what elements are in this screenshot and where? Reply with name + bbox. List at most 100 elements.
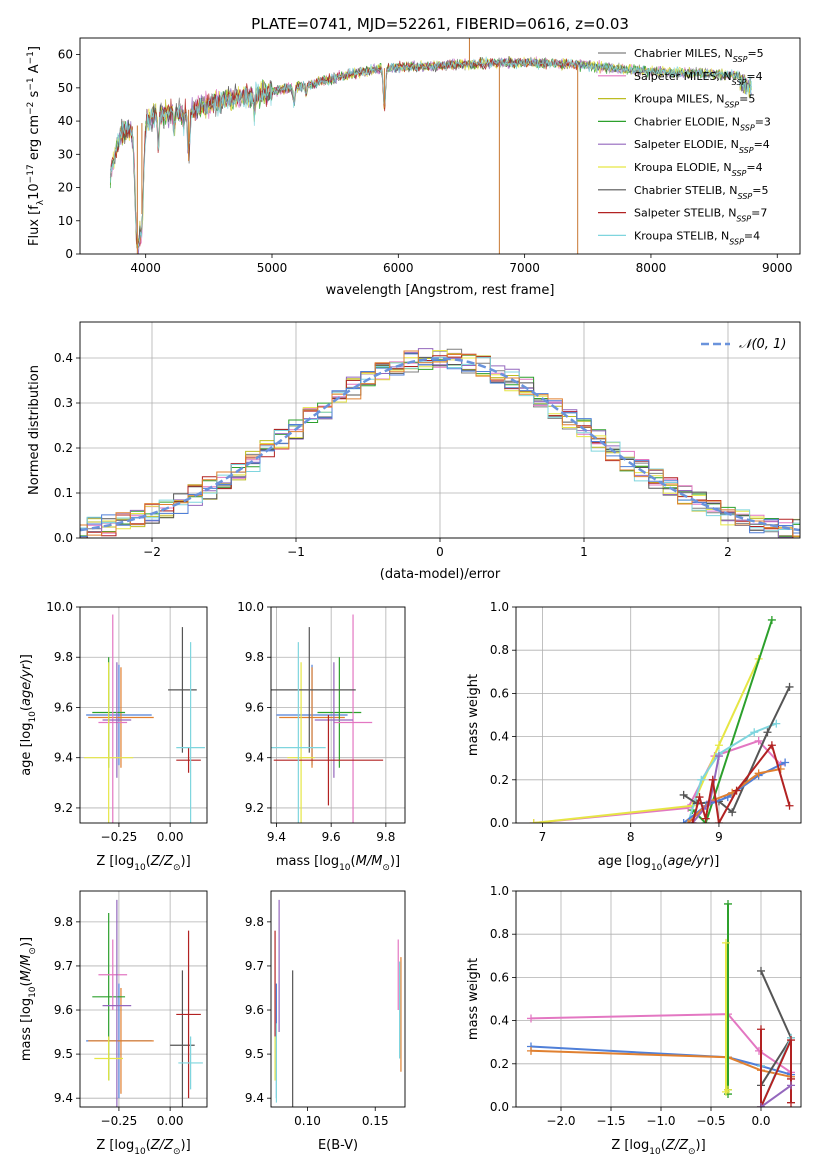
label-part: 10 bbox=[27, 183, 42, 200]
axes-residuals: −2 −1 0 1 2 0.0 0.1 0.2 0.3 0.4 bbox=[54, 321, 801, 559]
spectrum-line bbox=[109, 57, 578, 247]
legend-text: =4 bbox=[746, 161, 762, 174]
data-point bbox=[98, 614, 128, 823]
x-tick-label: 1 bbox=[580, 545, 588, 559]
plot-area-weight-vs-age bbox=[529, 615, 794, 823]
data-point bbox=[176, 930, 201, 1099]
weight-marker bbox=[750, 728, 759, 737]
weight-marker bbox=[767, 615, 776, 624]
y-tick-label: 20 bbox=[58, 181, 73, 195]
legend-text: =4 bbox=[744, 229, 760, 242]
mass-vs-Z-xlabel: Z [log10(Z/Z⊙)] bbox=[96, 1138, 190, 1157]
label-part: ( bbox=[662, 854, 667, 869]
plot-area-residuals bbox=[80, 348, 800, 538]
y-tick-label: 9.6 bbox=[54, 1003, 73, 1017]
y-tick-label: 9.6 bbox=[54, 700, 73, 714]
weight-marker bbox=[701, 814, 710, 823]
axes-frame bbox=[79, 890, 208, 1108]
label-part: 10 bbox=[649, 1147, 661, 1157]
data-point bbox=[176, 747, 201, 773]
plot-area-age-vs-mass bbox=[271, 614, 384, 823]
y-tick-label: 40 bbox=[58, 114, 73, 128]
label-part: s bbox=[27, 90, 42, 101]
legend-text: Chabrier STELIB, N bbox=[634, 184, 738, 197]
y-tick-label: 0.8 bbox=[490, 927, 509, 941]
axes-frame bbox=[79, 606, 208, 824]
data-point bbox=[178, 1036, 203, 1090]
weight-marker bbox=[757, 966, 765, 975]
data-point bbox=[333, 614, 373, 823]
y-tick-label: 9.2 bbox=[245, 801, 264, 815]
y-tick-label: 0 bbox=[65, 247, 73, 261]
data-point bbox=[271, 627, 356, 753]
y-tick-label: 1.0 bbox=[490, 884, 509, 898]
age-vs-Z-ylabel: age [log10(age/yr)] bbox=[19, 654, 38, 776]
y-tick-label: 9.7 bbox=[54, 959, 73, 973]
y-tick-label: 0.4 bbox=[490, 730, 509, 744]
weight-marker bbox=[529, 819, 538, 823]
data-point bbox=[273, 715, 384, 806]
x-tick-label: −2.0 bbox=[546, 1114, 575, 1128]
data-point bbox=[317, 657, 362, 768]
label-part: M/M bbox=[19, 955, 34, 982]
label-part: )] bbox=[19, 937, 34, 947]
spectrum-line bbox=[110, 56, 752, 250]
label-part: ⊙ bbox=[173, 863, 181, 873]
weight-marker bbox=[679, 819, 688, 823]
y-tick-label: 9.7 bbox=[245, 959, 264, 973]
x-tick-label: 9 bbox=[715, 830, 723, 844]
data-point bbox=[279, 667, 345, 768]
weight-vs-age-xlabel: age [log10(age/yr)] bbox=[598, 854, 720, 873]
axes-mass-vs-Z: −0.25 0.00 9.4 9.5 9.6 9.7 9.8 bbox=[54, 890, 208, 1128]
label-part: 10 bbox=[651, 863, 663, 873]
weight-line bbox=[533, 658, 760, 823]
x-tick-label: −2 bbox=[143, 545, 161, 559]
legend-text: =5 bbox=[747, 47, 763, 60]
plot-area-weight-vs-Z bbox=[527, 899, 795, 1107]
weight-line bbox=[683, 686, 791, 814]
label-part: Z [log bbox=[96, 854, 134, 869]
y-tick-label: 9.4 bbox=[54, 1091, 73, 1105]
legend-sub: SSP bbox=[739, 146, 754, 155]
data-point bbox=[88, 987, 154, 1094]
weight-marker bbox=[787, 1036, 795, 1045]
label-part: −17 bbox=[26, 164, 36, 183]
legend-text: =4 bbox=[754, 138, 770, 151]
weight-marker bbox=[767, 741, 776, 750]
x-tick-label: 8000 bbox=[636, 261, 667, 275]
legend-text: =5 bbox=[752, 184, 768, 197]
y-tick-label: 0.0 bbox=[490, 1100, 509, 1114]
plot-area-mass-vs-EBV bbox=[274, 899, 402, 1107]
weight-marker bbox=[697, 775, 706, 784]
label-part: ] bbox=[27, 46, 42, 51]
axes-frame bbox=[515, 890, 802, 1108]
legend-text: =5 bbox=[739, 93, 755, 106]
label-part: ⊙ bbox=[28, 947, 38, 955]
spectrum-ylabel: Flux [fλ10−17 erg cm−2 s−1 A−1] bbox=[26, 46, 46, 246]
label-part: age [log bbox=[598, 854, 651, 869]
y-tick-label: 9.8 bbox=[54, 915, 73, 929]
weight-vs-age-ylabel: mass weight bbox=[466, 674, 481, 756]
weight-marker bbox=[714, 819, 723, 823]
legend-sub: SSP bbox=[732, 169, 747, 178]
weight-marker bbox=[724, 899, 732, 908]
label-part: age [log bbox=[19, 723, 34, 776]
label-part: Z [log bbox=[96, 1138, 134, 1153]
label-part: 10 bbox=[134, 863, 146, 873]
mass-vs-Z-ylabel: mass [log10(M/M⊙)] bbox=[19, 937, 38, 1061]
x-tick-label: 0.00 bbox=[157, 830, 184, 844]
spectrum-line bbox=[109, 57, 752, 254]
x-tick-label: 2 bbox=[724, 545, 732, 559]
y-tick-label: 1.0 bbox=[490, 600, 509, 614]
y-tick-label: 10.0 bbox=[46, 600, 73, 614]
spectrum-line bbox=[109, 56, 752, 247]
x-tick-label: −1.0 bbox=[646, 1114, 675, 1128]
label-part: ( bbox=[146, 1138, 151, 1153]
y-tick-label: 10 bbox=[58, 214, 73, 228]
data-point bbox=[287, 662, 315, 823]
y-tick-label: 9.8 bbox=[54, 650, 73, 664]
weight-marker bbox=[728, 808, 737, 817]
axes-frame bbox=[270, 890, 406, 1108]
